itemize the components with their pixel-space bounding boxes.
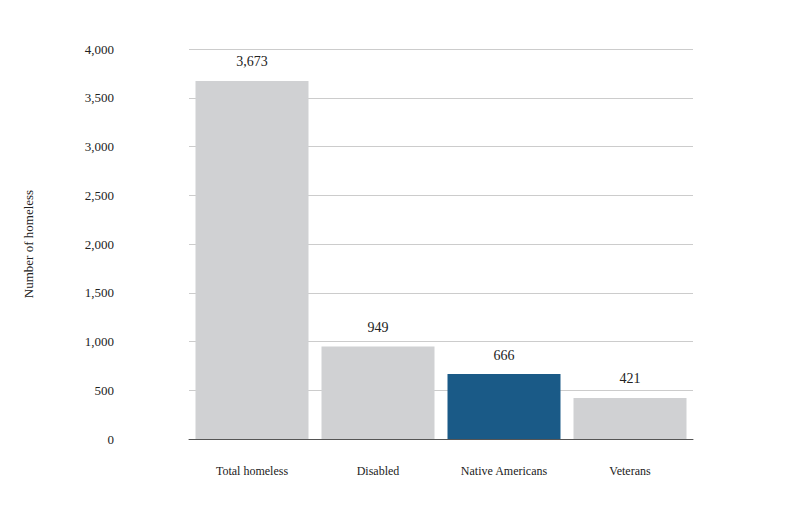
svg-text:2,500: 2,500 bbox=[85, 188, 114, 203]
svg-text:0: 0 bbox=[108, 432, 115, 447]
svg-text:Number of homeless: Number of homeless bbox=[21, 190, 36, 298]
svg-text:421: 421 bbox=[620, 371, 641, 386]
svg-text:500: 500 bbox=[95, 383, 115, 398]
svg-text:3,000: 3,000 bbox=[85, 139, 114, 154]
svg-text:666: 666 bbox=[494, 348, 515, 363]
svg-text:Total homeless: Total homeless bbox=[216, 464, 288, 478]
svg-text:Native Americans: Native Americans bbox=[461, 464, 548, 478]
svg-text:2,000: 2,000 bbox=[85, 237, 114, 252]
svg-text:1,500: 1,500 bbox=[85, 285, 114, 300]
svg-text:3,673: 3,673 bbox=[236, 54, 268, 69]
svg-text:4,000: 4,000 bbox=[85, 42, 114, 57]
svg-text:1,000: 1,000 bbox=[85, 334, 114, 349]
svg-text:Veterans: Veterans bbox=[609, 464, 651, 478]
svg-text:949: 949 bbox=[368, 320, 389, 335]
svg-text:3,500: 3,500 bbox=[85, 90, 114, 105]
svg-text:Disabled: Disabled bbox=[357, 464, 400, 478]
